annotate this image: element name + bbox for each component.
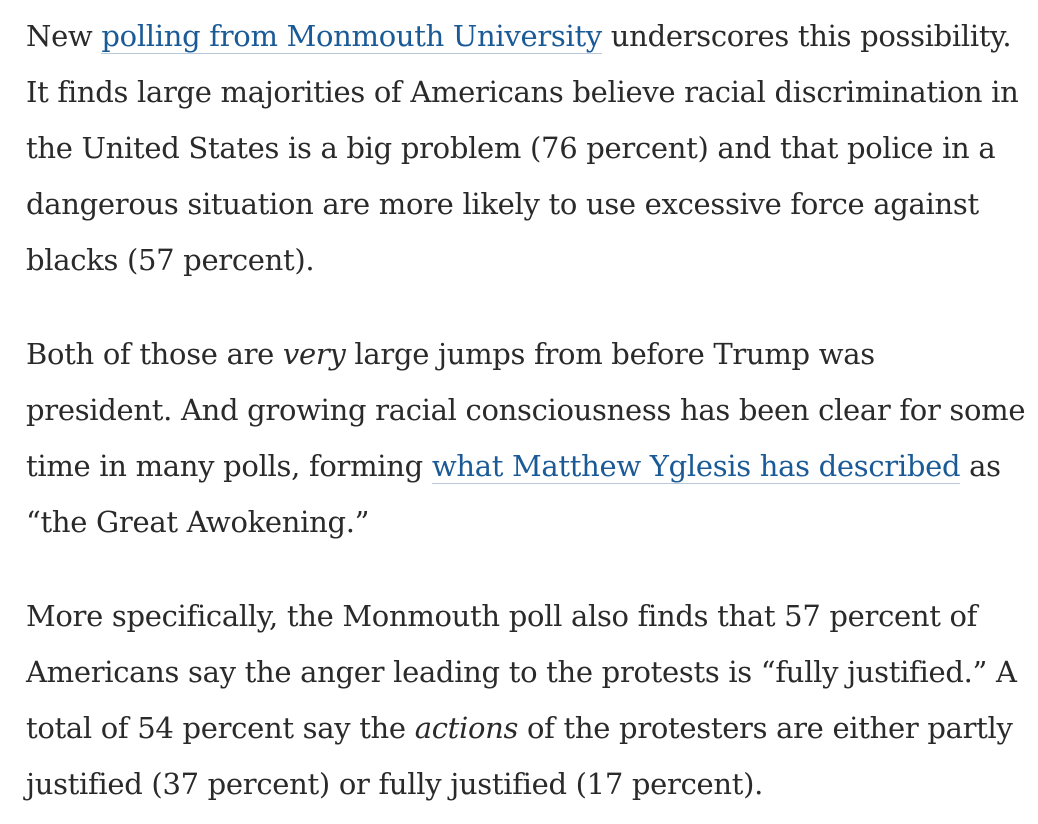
paragraph-2-emphasis: very: [282, 337, 346, 371]
paragraph-1-text-end: underscores this possibility. It finds l…: [26, 19, 1019, 277]
monmouth-poll-link[interactable]: polling from Monmouth University: [101, 19, 602, 54]
paragraph-2: Both of those are very large jumps from …: [26, 326, 1026, 550]
paragraph-1-text-start: New: [26, 19, 102, 53]
paragraph-2-text-start: Both of those are: [26, 337, 283, 371]
paragraph-3-text-start: More specifically, the Monmouth poll als…: [26, 599, 1017, 745]
paragraph-3-text-end: of the protesters are either partly just…: [26, 711, 1013, 801]
paragraph-3: More specifically, the Monmouth poll als…: [26, 588, 1026, 812]
article-body: New polling from Monmouth University und…: [26, 8, 1026, 812]
yglesis-article-link[interactable]: what Matthew Yglesis has described: [431, 449, 961, 484]
paragraph-2-text-middle: large jumps from before Trump was presid…: [26, 337, 1026, 483]
paragraph-3-emphasis: actions: [414, 711, 519, 745]
paragraph-2-text-end: as “the Great Awokening.”: [26, 449, 1001, 539]
paragraph-1: New polling from Monmouth University und…: [26, 8, 1026, 288]
